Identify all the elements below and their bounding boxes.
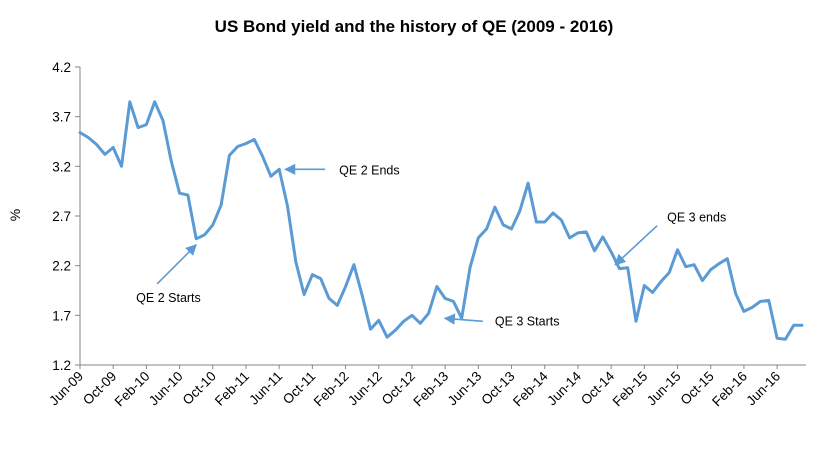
y-axis: 1.2 1.7 2.2 2.7 3.2 3.7 4.2: [52, 60, 81, 373]
x-tick-label: Jun-16: [743, 369, 783, 409]
y-tick-label: 3.2: [52, 159, 71, 174]
annotation-arrow: [156, 244, 197, 285]
x-tick-label: Feb-11: [212, 369, 252, 409]
x-tick-label: Jun-12: [345, 369, 385, 409]
x-tick-label: Feb-14: [510, 368, 551, 409]
x-tick-label: Oct-10: [180, 369, 219, 408]
annotations: QE 2 Starts QE 2 Ends QE 3 Starts QE 3 ends: [136, 163, 726, 328]
x-tick-label: Feb-10: [112, 369, 153, 410]
y-tick-label: 2.7: [52, 209, 71, 224]
series-group: [78, 100, 804, 341]
x-tick-label: Jun-13: [445, 369, 485, 409]
y-tick-label: 1.7: [52, 308, 71, 323]
x-tick-label: Feb-15: [610, 369, 651, 410]
x-tick-label: Jun-10: [146, 369, 186, 409]
annotation-arrow: [443, 313, 483, 325]
chart-title: US Bond yield and the history of QE (200…: [215, 17, 614, 36]
x-tick-label: Jun-11: [246, 369, 285, 408]
y-tick-label: 3.7: [52, 110, 71, 125]
x-tick-label: Feb-13: [410, 369, 451, 410]
y-axis-label: %: [7, 209, 23, 221]
x-tick-label: Feb-12: [311, 369, 352, 410]
y-tick-label: 1.2: [52, 358, 71, 373]
annotation-label: QE 3 ends: [667, 211, 726, 225]
x-tick-label: Jun-14: [544, 368, 584, 408]
y-tick-label: 4.2: [52, 60, 71, 75]
y-tick-label: 2.2: [52, 259, 71, 274]
x-tick-label: Jun-09: [46, 369, 86, 409]
annotation-label: QE 2 Ends: [339, 163, 399, 177]
x-axis: Jun-09Oct-09Feb-10Jun-10Oct-10Feb-11Jun-…: [46, 364, 806, 410]
x-tick-label: Jun-15: [644, 369, 684, 409]
annotation-label: QE 2 Starts: [136, 291, 201, 305]
annotation-arrow: [614, 225, 658, 266]
annotation-label: QE 3 Starts: [495, 314, 560, 328]
series-line: [78, 100, 804, 341]
x-tick-label: Feb-16: [709, 369, 750, 410]
